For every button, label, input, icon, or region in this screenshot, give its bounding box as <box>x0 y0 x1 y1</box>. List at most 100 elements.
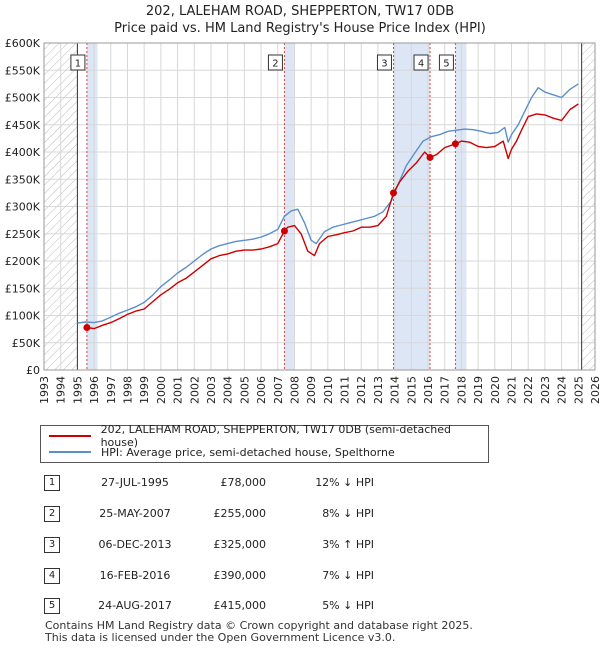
sale-date: 06-DEC-2013 <box>98 538 172 551</box>
sale-point <box>83 323 91 331</box>
event-label-box <box>267 54 283 71</box>
x-tick-label: 2007 <box>272 376 285 404</box>
x-tick-label: 1996 <box>88 376 101 404</box>
event-label: 4 <box>418 59 424 70</box>
x-tick-label: 1995 <box>71 376 84 404</box>
x-tick-label: 2021 <box>506 376 519 404</box>
sale-date: 16-FEB-2016 <box>99 569 171 582</box>
x-tick-label: 2003 <box>205 376 218 404</box>
x-tick-label: 2000 <box>155 376 168 404</box>
y-tick-label: £450K <box>5 119 41 132</box>
x-tick-label: 2009 <box>305 376 318 404</box>
x-tick-label: 2011 <box>339 376 352 404</box>
footer-licence: This data is licensed under the Open Gov… <box>45 631 396 644</box>
legend-swatch-hpi <box>49 451 91 453</box>
sale-point <box>426 153 434 161</box>
x-tick-label: 2023 <box>539 376 552 404</box>
x-tick-label: 2024 <box>556 376 569 404</box>
legend-label-hpi: HPI: Average price, semi-detached house,… <box>101 445 395 459</box>
chart-title: 202, LALEHAM ROAD, SHEPPERTON, TW17 0DB <box>145 4 455 19</box>
y-tick-label: £300K <box>5 201 41 214</box>
footer: Contains HM Land Registry data © Crown c… <box>45 620 473 644</box>
sale-marker-number: 5 <box>44 598 60 614</box>
sale-date: 27-JUL-1995 <box>101 476 169 489</box>
legend-item-price: 202, LALEHAM ROAD, SHEPPERTON, TW17 0DB … <box>49 423 488 449</box>
event-label: 2 <box>272 59 278 70</box>
price-chart: 1 2 3 4 5 £0 £50K £100K £150K £200K £250K £300K £350… <box>5 37 600 404</box>
sale-price: £325,000 <box>213 538 267 551</box>
sale-hpi-diff: 7% ↓ HPI <box>322 569 374 582</box>
x-tick-label: 2015 <box>405 376 418 404</box>
y-tick-label: £600K <box>5 37 41 50</box>
x-tick-label: 2014 <box>389 376 402 404</box>
table-row: 4 16-FEB-2016 £390,000 7% ↓ HPI <box>0 567 600 587</box>
table-row: 3 06-DEC-2013 £325,000 3% ↑ HPI <box>0 536 600 556</box>
sale-price: £255,000 <box>213 507 267 520</box>
sale-hpi-diff: 3% ↑ HPI <box>322 538 374 551</box>
sale-price: £415,000 <box>213 599 267 612</box>
event-label-box <box>376 54 392 71</box>
hpi-series-line <box>77 83 579 324</box>
x-tick-label: 2025 <box>572 376 585 404</box>
y-tick-label: £400K <box>5 146 41 159</box>
sale-marker-number: 3 <box>44 537 60 553</box>
x-tick-label: 2012 <box>355 376 368 404</box>
legend-label-price: 202, LALEHAM ROAD, SHEPPERTON, TW17 0DB … <box>100 423 451 449</box>
y-tick-label: £500K <box>5 92 41 105</box>
sale-date: 25-MAY-2007 <box>99 507 171 520</box>
footer-copyright: Contains HM Land Registry data © Crown c… <box>45 619 473 632</box>
x-tick-label: 2002 <box>188 376 201 404</box>
y-tick-label: £50K <box>12 337 41 350</box>
x-tick-label: 1999 <box>138 376 151 404</box>
event-label-box <box>438 54 454 71</box>
sale-marker-number: 2 <box>44 506 60 522</box>
y-tick-label: £200K <box>5 255 41 268</box>
chart-subtitle: Price paid vs. HM Land Registry's House … <box>114 21 486 36</box>
table-row: 5 24-AUG-2017 £415,000 5% ↓ HPI <box>0 597 600 617</box>
x-tick-label: 2020 <box>489 376 502 404</box>
x-tick-label: 2010 <box>322 376 335 404</box>
sale-price: £390,000 <box>213 569 267 582</box>
sale-date: 24-AUG-2017 <box>98 599 172 612</box>
event-label: 3 <box>381 59 387 70</box>
x-tick-label: 1997 <box>105 376 118 404</box>
sale-hpi-diff: 8% ↓ HPI <box>322 507 374 520</box>
x-tick-label: 2016 <box>422 376 435 404</box>
x-tick-label: 1998 <box>121 376 134 404</box>
legend-swatch-price <box>49 435 91 437</box>
x-tick-label: 2018 <box>455 376 468 404</box>
table-row: 1 27-JUL-1995 £78,000 12% ↓ HPI <box>0 474 600 494</box>
table-row: 2 25-MAY-2007 £255,000 8% ↓ HPI <box>0 505 600 525</box>
sale-marker-number: 1 <box>44 475 60 491</box>
x-tick-label: 2022 <box>522 376 535 404</box>
sale-point <box>389 189 397 197</box>
sale-point <box>451 140 459 148</box>
sale-point <box>280 227 288 235</box>
sale-price: £78,000 <box>220 476 267 489</box>
y-tick-label: £150K <box>5 282 41 295</box>
legend-item-hpi: HPI: Average price, semi-detached house,… <box>49 444 395 460</box>
event-label-box <box>70 54 86 71</box>
price-series-line <box>86 103 579 330</box>
event-label: 1 <box>75 59 81 70</box>
y-tick-label: £550K <box>5 64 41 77</box>
x-tick-label: 1993 <box>38 376 51 404</box>
x-tick-label: 2019 <box>472 376 485 404</box>
sale-hpi-diff: 5% ↓ HPI <box>322 599 374 612</box>
x-tick-label: 2017 <box>439 376 452 404</box>
x-tick-label: 2006 <box>255 376 268 404</box>
x-tick-label: 2013 <box>372 376 385 404</box>
y-tick-label: £350K <box>5 173 41 186</box>
legend: 202, LALEHAM ROAD, SHEPPERTON, TW17 0DB … <box>40 423 489 463</box>
x-tick-label: 2026 <box>589 376 600 404</box>
y-tick-label: £250K <box>5 228 41 241</box>
sale-marker-number: 4 <box>44 568 60 584</box>
y-tick-label: £100K <box>5 310 41 323</box>
x-tick-label: 2008 <box>288 376 301 404</box>
x-tick-label: 2004 <box>222 376 235 404</box>
event-label-box <box>413 54 429 71</box>
plot-frame <box>43 42 596 371</box>
x-tick-label: 2001 <box>172 376 185 404</box>
event-label: 5 <box>443 59 449 70</box>
y-tick-label: £0 <box>26 364 40 377</box>
